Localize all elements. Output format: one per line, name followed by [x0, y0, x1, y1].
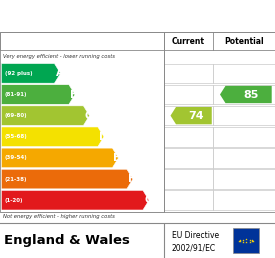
Bar: [213, 85, 275, 104]
Bar: [0, 32, 275, 50]
Text: (92 plus): (92 plus): [5, 71, 32, 76]
Text: England & Wales: England & Wales: [4, 234, 130, 247]
Bar: [164, 148, 213, 168]
Text: (69-80): (69-80): [5, 113, 27, 118]
Text: D: D: [99, 132, 108, 142]
Text: A: A: [56, 68, 64, 78]
Text: C: C: [84, 111, 92, 121]
Text: 85: 85: [243, 90, 258, 100]
Bar: [164, 85, 213, 104]
Polygon shape: [1, 190, 149, 210]
Text: E: E: [114, 153, 121, 163]
Bar: [213, 63, 275, 83]
Polygon shape: [1, 148, 119, 168]
Bar: [164, 63, 213, 83]
Bar: [164, 169, 213, 189]
Text: 2002/91/EC: 2002/91/EC: [172, 243, 216, 252]
Polygon shape: [220, 86, 272, 103]
Text: (39-54): (39-54): [5, 155, 28, 160]
Polygon shape: [1, 106, 89, 125]
Text: (81-91): (81-91): [5, 92, 27, 97]
Polygon shape: [1, 63, 60, 83]
Bar: [164, 190, 213, 210]
Polygon shape: [1, 169, 133, 189]
Bar: [213, 190, 275, 210]
Bar: [164, 127, 213, 147]
Text: (21-38): (21-38): [5, 176, 27, 182]
Text: Current: Current: [172, 37, 205, 46]
Text: Energy Efficiency Rating: Energy Efficiency Rating: [36, 9, 239, 24]
Text: Very energy efficient - lower running costs: Very energy efficient - lower running co…: [3, 54, 115, 59]
Text: EU Directive: EU Directive: [172, 231, 219, 240]
Bar: [164, 32, 275, 212]
Text: 74: 74: [188, 111, 204, 121]
Bar: [213, 127, 275, 147]
Text: B: B: [70, 90, 78, 100]
Polygon shape: [1, 85, 75, 104]
Polygon shape: [170, 107, 212, 124]
Bar: [213, 148, 275, 168]
Bar: [213, 106, 275, 125]
Text: (1-20): (1-20): [5, 198, 23, 203]
Bar: [0, 32, 164, 212]
Polygon shape: [1, 127, 104, 147]
Text: F: F: [128, 174, 135, 184]
Text: Potential: Potential: [224, 37, 264, 46]
Bar: [213, 169, 275, 189]
FancyBboxPatch shape: [233, 228, 259, 253]
Text: Not energy efficient - higher running costs: Not energy efficient - higher running co…: [3, 214, 115, 219]
Text: G: G: [144, 195, 153, 205]
Text: (55-68): (55-68): [5, 134, 28, 139]
Bar: [164, 106, 213, 125]
